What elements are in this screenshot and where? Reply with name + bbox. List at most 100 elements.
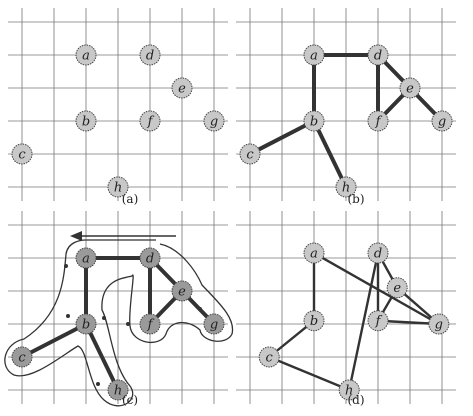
edge-b-h xyxy=(312,119,348,189)
node-label: g xyxy=(435,318,443,333)
node-circle xyxy=(139,247,161,269)
node-b: b xyxy=(75,110,97,132)
node-circle xyxy=(239,143,261,165)
grid xyxy=(236,211,456,404)
node-label: a xyxy=(82,252,90,267)
panel-caption: (b) xyxy=(347,192,364,206)
node-circle xyxy=(335,176,357,198)
edge-b-h xyxy=(84,322,120,392)
node-d: d xyxy=(139,247,161,269)
edge-b-c xyxy=(20,322,88,359)
edge-b-c xyxy=(248,119,316,156)
node-circle xyxy=(303,242,325,264)
contour-dot xyxy=(126,322,130,326)
node-f: f xyxy=(139,110,161,132)
node-a: a xyxy=(75,44,97,66)
node-a: a xyxy=(303,44,325,66)
node-circle xyxy=(399,77,421,99)
node-label: b xyxy=(82,318,90,333)
node-circle xyxy=(107,379,129,401)
node-label: f xyxy=(147,318,155,333)
node-label: a xyxy=(310,49,318,64)
node-label: f xyxy=(375,314,383,329)
contour-dot xyxy=(64,264,68,268)
node-f: f xyxy=(367,310,389,332)
node-g: g xyxy=(203,313,225,335)
node-d: d xyxy=(367,242,389,264)
node-circle xyxy=(367,44,389,66)
node-label: h xyxy=(114,181,122,196)
node-circle xyxy=(139,313,161,335)
edge-a-g xyxy=(312,251,440,326)
node-label: h xyxy=(342,181,350,196)
nodes: a d e b f g c h xyxy=(11,247,225,401)
node-circle xyxy=(367,242,389,264)
node-circle xyxy=(75,313,97,335)
panel-c: a d e b f g c h(c) xyxy=(4,211,234,407)
arrow-head-icon xyxy=(70,231,82,241)
node-circle xyxy=(386,277,408,299)
node-label: b xyxy=(310,115,318,130)
node-circle xyxy=(75,247,97,269)
node-c: c xyxy=(11,143,33,165)
node-label: d xyxy=(374,49,382,64)
node-a: a xyxy=(75,247,97,269)
node-label: c xyxy=(266,351,274,366)
node-circle xyxy=(75,110,97,132)
node-label: h xyxy=(345,384,353,399)
node-circle xyxy=(431,110,453,132)
node-label: a xyxy=(310,247,318,262)
nodes: a d e b f g c h xyxy=(258,242,450,401)
node-circle xyxy=(171,280,193,302)
node-label: e xyxy=(406,82,414,97)
node-label: g xyxy=(210,115,218,130)
node-label: c xyxy=(246,148,254,163)
grid xyxy=(8,8,228,201)
node-c: c xyxy=(11,346,33,368)
node-label: d xyxy=(146,49,154,64)
node-d: d xyxy=(139,44,161,66)
node-circle xyxy=(139,110,161,132)
panel-caption: (a) xyxy=(122,192,139,206)
panel-caption: (c) xyxy=(122,393,138,407)
grid xyxy=(236,8,456,201)
node-g: g xyxy=(203,110,225,132)
node-label: g xyxy=(438,115,446,130)
panel-caption: (d) xyxy=(347,393,364,407)
node-circle xyxy=(338,379,360,401)
node-h: h xyxy=(107,379,129,401)
node-circle xyxy=(203,110,225,132)
contour-path xyxy=(4,239,234,407)
node-label: d xyxy=(374,247,382,262)
node-circle xyxy=(11,346,33,368)
panel-d: a d e b f g c h(d) xyxy=(236,211,456,407)
edges xyxy=(268,251,440,392)
node-e: e xyxy=(171,280,193,302)
node-label: g xyxy=(210,318,218,333)
node-f: f xyxy=(367,110,389,132)
node-circle xyxy=(367,110,389,132)
walk-contour xyxy=(4,231,234,407)
node-label: b xyxy=(82,115,90,130)
node-c: c xyxy=(258,346,280,368)
node-h: h xyxy=(107,176,129,198)
node-circle xyxy=(203,313,225,335)
node-g: g xyxy=(431,110,453,132)
node-label: a xyxy=(82,49,90,64)
node-circle xyxy=(139,44,161,66)
node-circle xyxy=(303,110,325,132)
node-label: d xyxy=(146,252,154,267)
node-e: e xyxy=(399,77,421,99)
node-label: e xyxy=(178,82,186,97)
nodes: a d e b f g c h xyxy=(239,44,453,198)
node-c: c xyxy=(239,143,261,165)
node-e: e xyxy=(171,77,193,99)
node-a: a xyxy=(303,242,325,264)
node-label: h xyxy=(114,384,122,399)
node-circle xyxy=(367,310,389,332)
node-label: e xyxy=(178,285,186,300)
node-label: f xyxy=(147,115,155,130)
node-label: c xyxy=(18,148,26,163)
contour-dot xyxy=(102,316,106,320)
node-label: b xyxy=(310,314,318,329)
